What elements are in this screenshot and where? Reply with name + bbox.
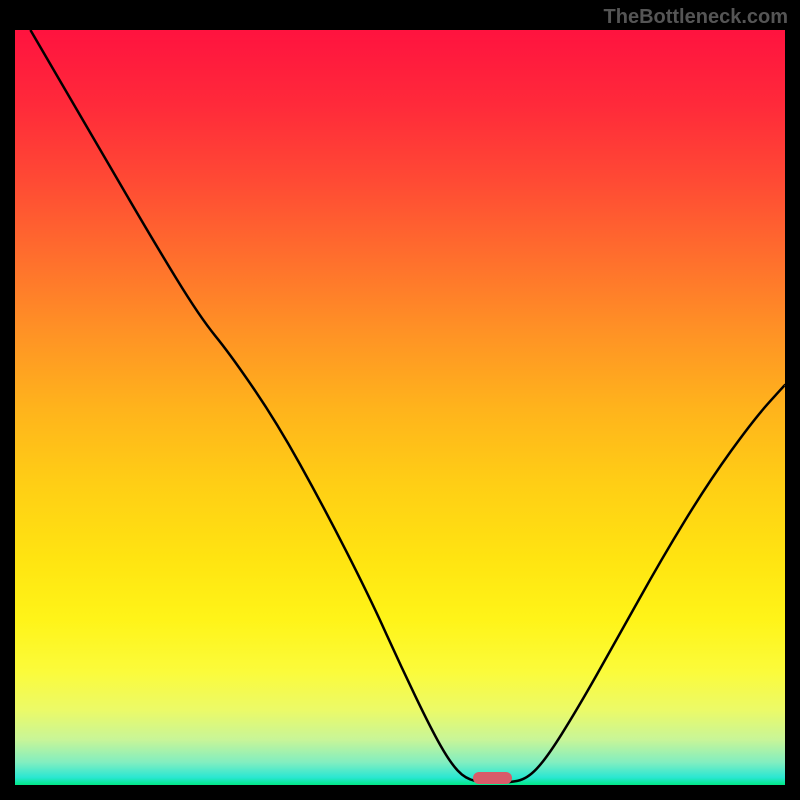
bottleneck-chart xyxy=(15,30,785,785)
optimal-marker xyxy=(473,772,512,784)
watermark-text: TheBottleneck.com xyxy=(604,6,788,29)
gradient-background xyxy=(15,30,785,785)
